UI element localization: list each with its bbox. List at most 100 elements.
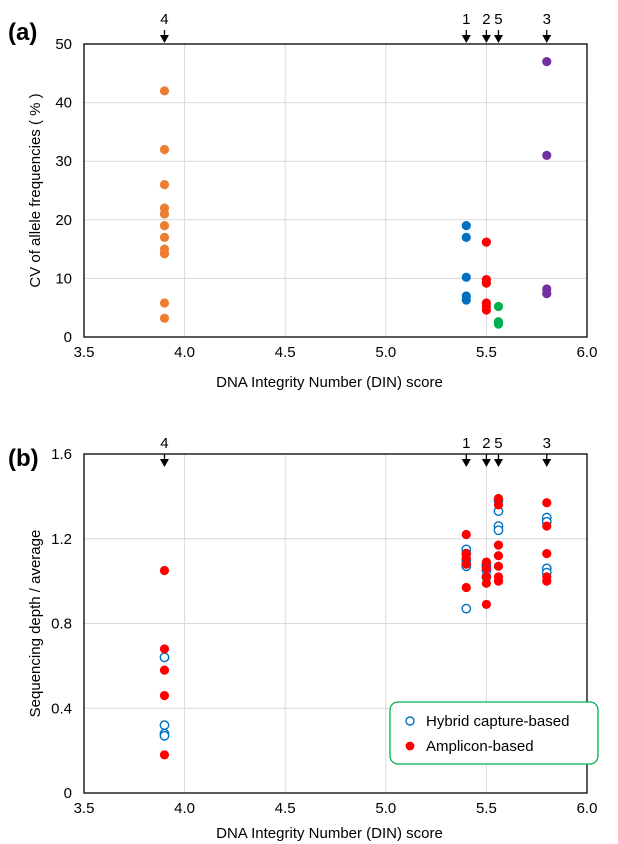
x-tick-label: 6.0 [577,800,598,817]
legend-entry-label: Hybrid capture-based [426,713,569,730]
data-point [159,86,170,96]
data-point [461,529,471,540]
sample-marker-label: 3 [543,11,551,28]
series-0 [159,86,170,323]
data-point [481,557,491,567]
sample-marker-arrow-head [159,459,169,467]
x-tick-label: 5.0 [375,800,396,817]
y-axis-label: CV of allele frequencies ( % ) [27,93,44,287]
data-point [493,493,504,504]
data-point [493,525,504,536]
sample-marker-arrow-head [461,459,471,467]
series-3 [493,301,504,329]
sample-marker-arrow-head [481,459,491,467]
series-1 [461,221,471,305]
plot-frame [83,453,588,794]
data-point [461,603,472,614]
data-point [542,289,552,299]
data-point [542,521,552,531]
data-point [493,576,504,586]
data-point [481,237,491,247]
data-point [159,298,170,308]
x-tick-label: 5.5 [476,800,497,817]
data-point [159,750,170,760]
x-tick-label: 5.5 [476,344,497,361]
x-tick-label: 4.5 [275,800,296,817]
data-point [481,578,491,588]
data-point [542,498,552,508]
x-axis-label: DNA Integrity Number (DIN) score [216,374,443,391]
data-point [461,295,471,305]
x-tick-label: 3.5 [74,800,95,817]
sample-marker-label: 5 [494,435,502,452]
series-1 [159,493,552,760]
sample-marker-arrow-head [542,459,552,467]
data-point [461,582,471,593]
x-tick-label: 4.0 [174,800,195,817]
x-tick-label: 4.5 [275,344,296,361]
data-point [493,551,504,561]
y-tick-label: 30 [55,153,72,170]
y-tick-label: 20 [55,212,72,229]
data-point [493,301,504,312]
sample-marker-arrow-head [542,35,552,43]
data-point [481,563,491,574]
chart-panel-b: (b) 3.5 4.0 4.5 5.0 5.5 6.0 0 0.4 0.8 1.2 1.6 DNA In… [8,435,599,842]
y-tick-label: 10 [55,270,72,287]
y-tick-label: 40 [55,95,72,112]
sample-marker-arrow-head [159,35,169,43]
data-point [159,144,170,155]
data-point [493,561,504,571]
data-point [159,565,170,576]
sample-marker-label: 5 [494,11,502,28]
chart-panel-a: (a) 3.5 4.0 4.5 5.0 5.5 6.0 0 10 20 30 40 50 DNA Inte… [8,11,597,391]
sample-marker-label: 1 [462,11,470,28]
data-point [159,209,170,219]
data-point [159,313,170,323]
panel-label: (b) [8,445,39,472]
sample-marker-label: 3 [543,435,551,452]
data-point [542,56,552,67]
sample-marker-arrow-head [493,459,503,467]
data-point [159,221,170,231]
sample-marker-label: 2 [482,11,490,28]
data-point [159,665,170,675]
sample-marker-label: 4 [160,11,168,28]
x-tick-label: 4.0 [174,344,195,361]
data-point [461,559,471,569]
legend: Hybrid capture-based Amplicon-based [389,701,599,765]
plot-frame [83,43,588,338]
x-tick-label: 3.5 [74,344,95,361]
x-tick-label: 6.0 [577,344,598,361]
x-axis-label: DNA Integrity Number (DIN) score [216,825,443,842]
sample-marker-arrow-head [481,35,491,43]
y-tick-label: 0.8 [51,616,72,633]
data-point [159,249,170,259]
sample-marker-label: 4 [160,435,168,452]
data-point [159,652,170,663]
y-axis-label: Sequencing depth / average [27,530,44,718]
data-point [159,690,170,701]
data-point [481,572,491,582]
data-point [542,150,552,160]
data-point [461,221,471,231]
data-point [493,540,504,550]
y-tick-label: 1.6 [51,446,72,463]
gridlines [83,43,588,338]
legend-box [389,701,599,765]
data-point [461,553,471,563]
y-tick-label: 0 [64,785,72,802]
data-point [481,278,491,288]
data-point [159,644,170,654]
data-point [159,232,170,242]
panel-label: (a) [8,19,37,46]
sample-marker-label: 1 [462,435,470,452]
y-tick-label: 1.2 [51,531,72,548]
y-tick-label: 0 [64,329,72,346]
x-tick-label: 5.0 [375,344,396,361]
data-point [481,305,491,315]
series-4 [542,56,552,299]
y-tick-label: 50 [55,36,72,53]
legend-entry-label: Amplicon-based [426,738,534,755]
